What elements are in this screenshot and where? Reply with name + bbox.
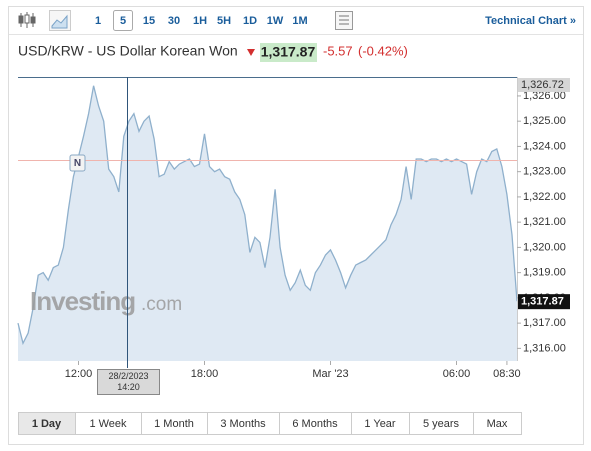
instrument-title: USD/KRW - US Dollar Korean Won: [18, 43, 238, 59]
interval-button[interactable]: 30: [168, 15, 180, 27]
y-tick-label: 1,322.00: [523, 191, 566, 203]
technical-chart-link[interactable]: Technical Chart »: [485, 15, 576, 27]
y-tick-label: 1,319.00: [523, 267, 566, 279]
area-fill: [18, 85, 517, 362]
interval-button[interactable]: 15: [143, 15, 155, 27]
watermark-suffix: .com: [141, 294, 182, 315]
interval-button[interactable]: 1M: [292, 15, 307, 27]
crosshair-date: 28/2/2023: [108, 371, 148, 381]
interval-selected: [113, 10, 133, 31]
range-label[interactable]: 1 Week: [89, 418, 127, 430]
y-tick-label: 1,321.00: [523, 216, 566, 228]
candle-icon[interactable]: [18, 12, 36, 28]
y-tick-label: 1,326.00: [523, 90, 566, 102]
range-label[interactable]: 5 years: [423, 418, 460, 430]
range-label[interactable]: Max: [487, 418, 508, 430]
range-label[interactable]: 1 Year: [364, 418, 396, 430]
table-icon[interactable]: [335, 11, 353, 30]
down-arrow: [247, 49, 255, 56]
high-label: 1,326.72: [521, 79, 564, 91]
range-label[interactable]: 3 Months: [220, 418, 266, 430]
interval-button[interactable]: 5: [120, 15, 126, 27]
range-label[interactable]: 1 Day: [32, 418, 62, 430]
y-tick-label: 1,325.00: [523, 115, 566, 127]
range-button[interactable]: [473, 412, 522, 435]
high-tag: [518, 78, 570, 92]
y-tick-label: 1,324.00: [523, 140, 566, 152]
y-tick-label: 1,316.00: [523, 342, 566, 354]
y-tick-label: 1,323.00: [523, 166, 566, 178]
y-tick-label: 1,320.00: [523, 241, 566, 253]
interval-button[interactable]: 5H: [217, 15, 231, 27]
x-tick-label: 06:00: [443, 368, 471, 380]
last-price-label: 1,317.87: [521, 296, 564, 308]
x-tick-label: Mar '23: [312, 368, 348, 380]
price-line: [17, 85, 518, 346]
range-label[interactable]: 1 Month: [154, 418, 194, 430]
y-tick-label: 1,317.00: [523, 317, 566, 329]
crosshair-time: 14:20: [117, 382, 140, 392]
interval-button[interactable]: 1H: [193, 15, 207, 27]
interval-button[interactable]: 1: [95, 15, 101, 27]
interval-button[interactable]: 1D: [243, 15, 257, 27]
crosshair-tag: [97, 369, 160, 395]
price-bg: [260, 43, 317, 62]
x-tick-label: 12:00: [65, 368, 93, 380]
x-tick-label: 08:30: [493, 368, 521, 380]
watermark: Investing: [30, 286, 135, 316]
area-icon[interactable]: [49, 10, 71, 31]
news-marker-box[interactable]: [69, 154, 86, 172]
x-tick-label: 18:00: [191, 368, 219, 380]
last-price-tag: [518, 294, 570, 310]
news-marker[interactable]: N: [74, 158, 81, 169]
price: 1,317.87: [261, 44, 316, 60]
change: -5.57: [323, 43, 353, 58]
range-label[interactable]: 6 Months: [292, 418, 338, 430]
interval-button[interactable]: 1W: [267, 15, 284, 27]
change-percent: (-0.42%): [358, 43, 408, 58]
